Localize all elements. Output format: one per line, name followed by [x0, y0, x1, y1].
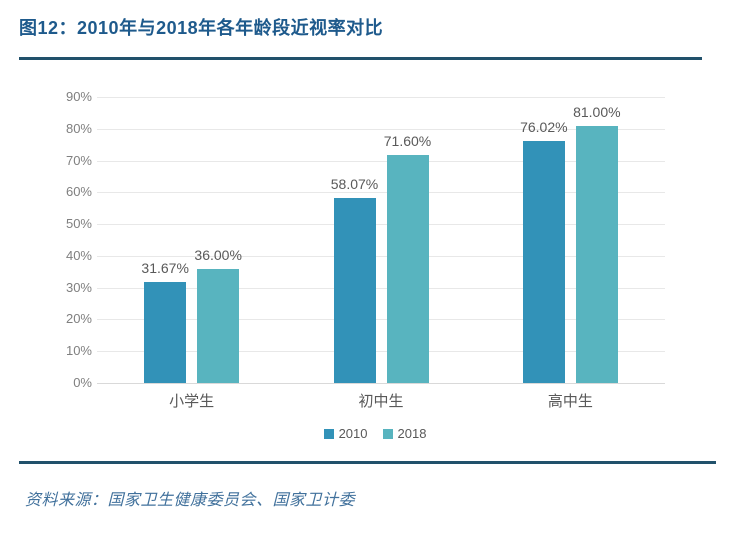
y-axis-tick-label: 0% [73, 375, 92, 390]
gridline [97, 287, 665, 289]
legend-item-2010: 2010 [323, 426, 368, 441]
y-axis-tick-label: 60% [65, 184, 92, 200]
gridline [97, 97, 665, 98]
y-axis-tick-label: 40% [65, 247, 92, 263]
gridline [97, 255, 665, 257]
legend-label: 2010 [338, 426, 368, 441]
footer-divider [19, 461, 716, 464]
title-divider [19, 57, 702, 60]
legend-swatch-icon [323, 429, 334, 439]
gridline [97, 224, 665, 226]
legend-label: 2018 [397, 426, 427, 441]
gridline [97, 128, 665, 130]
chart-legend: 2010 2018 [0, 427, 750, 441]
gridline [97, 351, 665, 353]
gridline [97, 192, 665, 194]
figure-title: 图12：2010年与2018年各年龄段近视率对比 [19, 18, 384, 38]
y-axis-tick-label: 80% [65, 120, 92, 136]
gridline [97, 160, 665, 162]
data-label: 58.07% [330, 176, 379, 193]
x-axis-category-label: 高中生 [547, 393, 593, 410]
y-axis-tick-label: 20% [65, 311, 92, 327]
bar-2018-初中生 [386, 155, 429, 383]
data-label: 71.60% [383, 133, 432, 150]
data-label: 36.00% [194, 246, 242, 263]
y-axis-tick-label: 10% [65, 343, 92, 359]
gridline [97, 319, 665, 321]
bar-2018-小学生 [197, 268, 240, 383]
x-axis-category-label: 小学生 [169, 393, 215, 410]
x-axis-category-label: 初中生 [358, 393, 404, 410]
legend-swatch-icon [382, 429, 393, 439]
data-label: 76.02% [520, 119, 568, 136]
legend-item-2018: 2018 [382, 426, 427, 441]
bar-2010-高中生 [522, 141, 565, 383]
y-axis-tick-label: 90% [65, 89, 92, 104]
y-axis-tick-label: 70% [65, 152, 92, 168]
bar-2018-高中生 [575, 125, 618, 383]
data-label: 31.67% [141, 260, 189, 277]
data-label: 81.00% [573, 103, 621, 120]
gridline [97, 383, 665, 384]
bar-2010-小学生 [144, 282, 187, 383]
source-note: 资料来源：国家卫生健康委员会、国家卫计委 [25, 490, 356, 509]
y-axis-tick-label: 50% [65, 216, 92, 232]
bar-2010-初中生 [333, 198, 376, 383]
y-axis-tick-label: 30% [65, 279, 92, 295]
